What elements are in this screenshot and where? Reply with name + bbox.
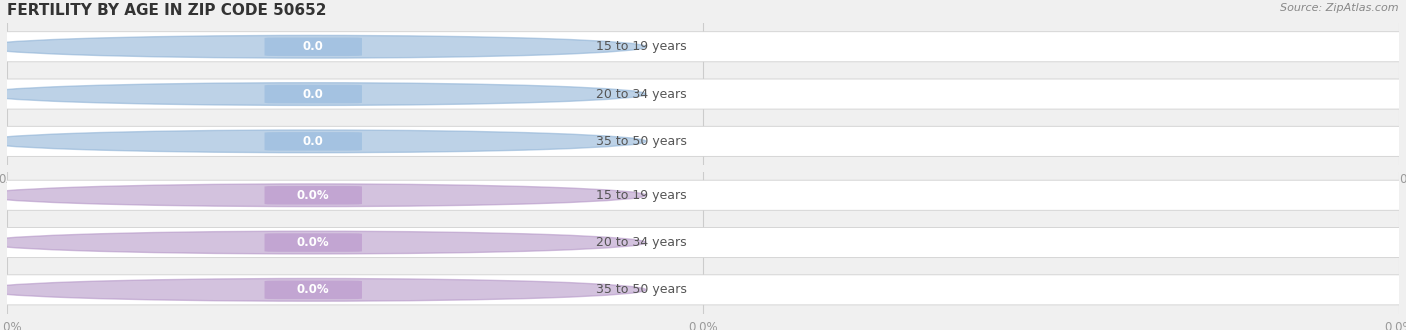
- FancyBboxPatch shape: [0, 180, 1406, 210]
- FancyBboxPatch shape: [0, 227, 1406, 258]
- Text: 15 to 19 years: 15 to 19 years: [596, 189, 686, 202]
- Text: 0.0: 0.0: [302, 135, 323, 148]
- Circle shape: [0, 83, 645, 105]
- Text: 35 to 50 years: 35 to 50 years: [596, 135, 686, 148]
- FancyBboxPatch shape: [0, 79, 1406, 109]
- FancyBboxPatch shape: [0, 126, 1406, 156]
- FancyBboxPatch shape: [0, 275, 1406, 305]
- Text: 15 to 19 years: 15 to 19 years: [596, 40, 686, 53]
- Text: 0.0%: 0.0%: [297, 189, 329, 202]
- FancyBboxPatch shape: [264, 233, 361, 252]
- FancyBboxPatch shape: [264, 132, 361, 150]
- Circle shape: [0, 279, 645, 301]
- Text: 0.0: 0.0: [302, 87, 323, 101]
- Circle shape: [0, 35, 645, 58]
- Text: 0.0: 0.0: [302, 40, 323, 53]
- FancyBboxPatch shape: [264, 85, 361, 103]
- FancyBboxPatch shape: [264, 38, 361, 56]
- Text: FERTILITY BY AGE IN ZIP CODE 50652: FERTILITY BY AGE IN ZIP CODE 50652: [7, 3, 326, 18]
- Text: Source: ZipAtlas.com: Source: ZipAtlas.com: [1281, 3, 1399, 13]
- Text: 0.0%: 0.0%: [297, 236, 329, 249]
- Circle shape: [0, 184, 645, 207]
- Text: 0.0%: 0.0%: [297, 283, 329, 296]
- FancyBboxPatch shape: [0, 32, 1406, 62]
- FancyBboxPatch shape: [264, 186, 361, 205]
- Text: 35 to 50 years: 35 to 50 years: [596, 283, 686, 296]
- Text: 20 to 34 years: 20 to 34 years: [596, 87, 686, 101]
- Text: 20 to 34 years: 20 to 34 years: [596, 236, 686, 249]
- Circle shape: [0, 130, 645, 153]
- Circle shape: [0, 231, 645, 254]
- FancyBboxPatch shape: [264, 280, 361, 299]
